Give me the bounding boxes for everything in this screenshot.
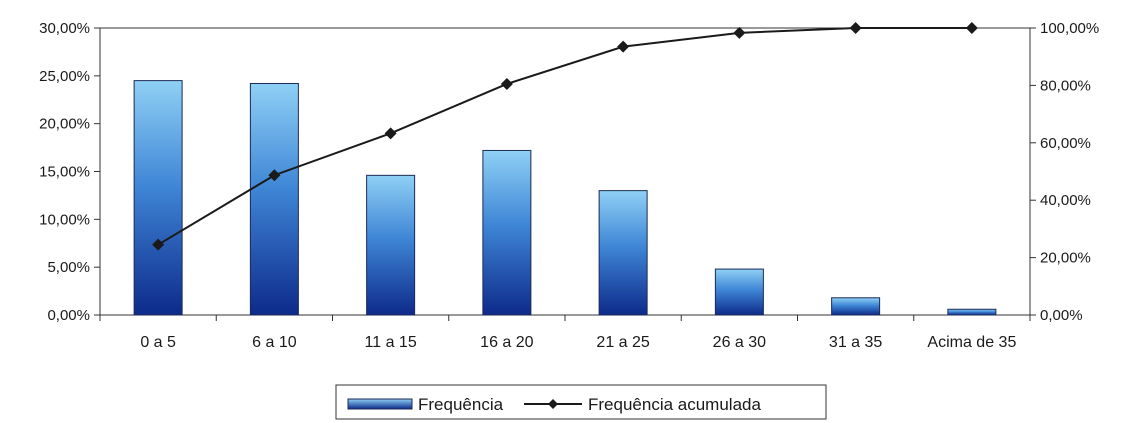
category-label: 0 a 5	[140, 334, 176, 351]
right-axis-tick-label: 60,00%	[1040, 135, 1091, 152]
cumulative-point	[152, 238, 165, 251]
cumulative-point	[384, 127, 397, 140]
right-axis-tick-label: 20,00%	[1040, 250, 1091, 267]
left-axis-tick-label: 30,00%	[39, 20, 90, 37]
frequency-bar	[947, 308, 997, 316]
legend-label-frequencia-acumulada: Frequência acumulada	[588, 395, 761, 414]
axes-layer	[94, 27, 1036, 321]
frequency-bar	[249, 82, 299, 316]
left-axis-tick-label: 20,00%	[39, 116, 90, 133]
plot-frame	[99, 27, 1031, 316]
frequency-bar	[133, 80, 183, 316]
left-axis-tick-label: 10,00%	[39, 211, 90, 228]
cumulative-line-layer	[152, 22, 978, 251]
category-label: 31 a 35	[829, 334, 882, 351]
legend: Frequência Frequência acumulada	[335, 384, 827, 420]
legend-bar-swatch	[347, 398, 413, 410]
legend-line-marker	[548, 399, 558, 409]
cumulative-point	[500, 77, 513, 90]
frequency-bar	[482, 149, 532, 316]
legend-box	[335, 384, 827, 420]
cumulative-point	[849, 22, 862, 34]
left-axis-tick-label: 5,00%	[47, 259, 90, 276]
frequency-bar	[366, 174, 416, 316]
cumulative-line	[157, 27, 972, 246]
right-axis-tick-label: 40,00%	[1040, 192, 1091, 209]
frequency-bar	[714, 268, 764, 316]
category-label: 16 a 20	[480, 334, 533, 351]
category-label: 6 a 10	[252, 334, 297, 351]
category-label: Acima de 35	[927, 334, 1016, 351]
bars-layer	[133, 80, 997, 316]
category-label: 21 a 25	[596, 334, 649, 351]
cumulative-point	[268, 169, 281, 182]
cumulative-point	[617, 40, 630, 53]
category-label: 26 a 30	[713, 334, 766, 351]
legend-label-frequencia: Frequência	[418, 395, 504, 414]
right-axis-tick-label: 80,00%	[1040, 77, 1091, 94]
cumulative-point	[965, 22, 978, 34]
frequency-bar	[831, 297, 881, 316]
category-label: 11 a 15	[365, 334, 417, 351]
right-axis-tick-label: 0,00%	[1040, 307, 1083, 324]
frequency-bar	[598, 190, 648, 316]
left-axis-tick-label: 15,00%	[39, 164, 90, 181]
left-axis-tick-label: 25,00%	[39, 68, 90, 85]
left-axis-tick-label: 0,00%	[47, 307, 90, 324]
cumulative-point	[733, 26, 746, 39]
labels-layer: 0,00% 5,00% 10,00% 15,00% 20,00% 25,00% 30,00%…	[39, 20, 1099, 351]
right-axis-tick-label: 100,00%	[1040, 20, 1099, 37]
